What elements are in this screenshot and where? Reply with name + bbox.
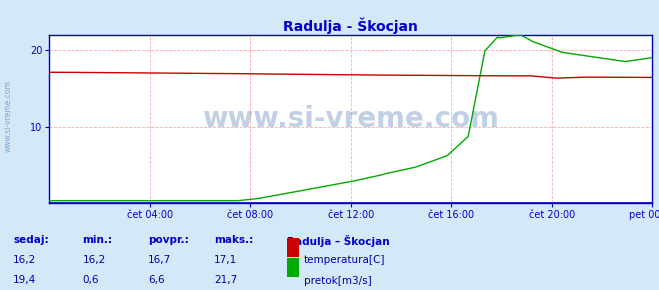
Text: 17,1: 17,1	[214, 255, 237, 265]
Text: povpr.:: povpr.:	[148, 235, 189, 245]
Text: min.:: min.:	[82, 235, 113, 245]
Text: 0,6: 0,6	[82, 276, 99, 285]
Text: 16,2: 16,2	[82, 255, 105, 265]
Text: www.si-vreme.com: www.si-vreme.com	[3, 80, 13, 152]
Text: sedaj:: sedaj:	[13, 235, 49, 245]
Text: temperatura[C]: temperatura[C]	[304, 255, 386, 265]
Text: pretok[m3/s]: pretok[m3/s]	[304, 276, 372, 285]
Text: 21,7: 21,7	[214, 276, 237, 285]
Text: www.si-vreme.com: www.si-vreme.com	[202, 105, 500, 133]
Text: Radulja – Škocjan: Radulja – Škocjan	[287, 235, 389, 247]
Title: Radulja - Škocjan: Radulja - Škocjan	[283, 17, 418, 34]
Text: 16,7: 16,7	[148, 255, 171, 265]
Text: 6,6: 6,6	[148, 276, 165, 285]
Text: 19,4: 19,4	[13, 276, 36, 285]
Text: maks.:: maks.:	[214, 235, 254, 245]
Text: 16,2: 16,2	[13, 255, 36, 265]
